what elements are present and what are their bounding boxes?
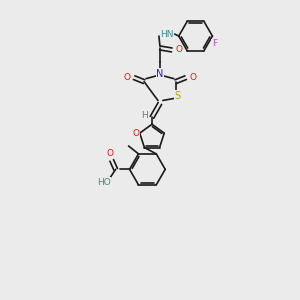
Text: S: S [175,91,181,100]
Text: HO: HO [97,178,111,187]
Text: H: H [141,111,147,120]
Text: O: O [189,73,196,82]
Text: O: O [124,73,131,82]
Text: N: N [156,69,164,79]
Text: F: F [212,40,217,49]
Text: O: O [106,149,113,158]
Text: O: O [132,129,139,138]
Text: O: O [175,45,182,54]
Text: HN: HN [160,30,174,39]
